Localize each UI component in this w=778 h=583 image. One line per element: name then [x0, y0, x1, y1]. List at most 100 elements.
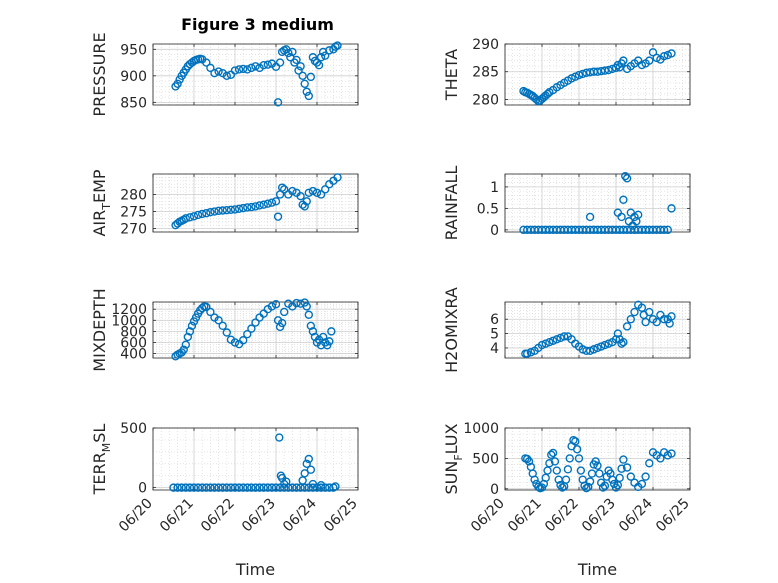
data-point [621, 171, 630, 181]
data-point [206, 208, 215, 217]
data-point [308, 479, 318, 489]
data-point [600, 481, 610, 490]
subplot-7: 0 500 1000SUNFLUX06/2006/2106/2206/2306/24… [442, 421, 693, 579]
data-point [659, 52, 669, 61]
data-point [316, 190, 326, 199]
data-points [521, 300, 676, 358]
data-point [321, 185, 330, 194]
data-point [645, 307, 654, 317]
data-point [210, 483, 219, 492]
data-point [667, 312, 676, 321]
y-tick-label: 1200 [111, 302, 147, 318]
y-axis-label: RAINFALL [442, 166, 461, 241]
data-point [622, 174, 632, 183]
y-tick-label: 400 [120, 347, 147, 363]
data-point [333, 173, 342, 182]
subplot-0: 850 900 950 PRESSURE Figure 3 medium [90, 15, 359, 117]
data-point [585, 346, 595, 356]
data-point [230, 66, 240, 75]
data-point [524, 457, 534, 466]
y-axis-label: TERRMSL [90, 424, 113, 496]
data-point [183, 332, 193, 342]
data-point [550, 457, 560, 466]
data-point [302, 87, 311, 96]
data-point [611, 335, 621, 344]
data-point [615, 473, 624, 483]
data-point [173, 79, 182, 88]
x-tick-label: 06/25 [653, 496, 693, 536]
data-point [595, 469, 604, 478]
data-point [316, 53, 326, 62]
x-tick-label: 06/21 [157, 496, 197, 536]
data-point [292, 298, 301, 308]
data-point [545, 338, 554, 347]
data-point [197, 303, 207, 313]
data-point [288, 186, 297, 196]
y-tick-label: 0 [138, 481, 147, 497]
data-point [547, 450, 556, 459]
data-point [545, 459, 554, 468]
data-point [523, 454, 532, 464]
data-point [652, 317, 661, 327]
data-point [202, 302, 211, 312]
data-point [206, 307, 215, 317]
data-point [574, 454, 584, 463]
data-point [619, 338, 628, 347]
data-point [275, 58, 285, 67]
data-point [185, 327, 195, 336]
data-point [210, 68, 219, 78]
y-tick-label: 850 [120, 95, 147, 111]
data-point [185, 483, 195, 492]
axes-box [504, 301, 691, 359]
data-point [585, 477, 595, 486]
axes-background [153, 428, 358, 490]
data-point [576, 466, 586, 475]
data-points [169, 433, 340, 492]
data-point [619, 455, 628, 464]
data-point [214, 316, 223, 325]
data-point [280, 479, 289, 489]
data-point [598, 483, 608, 492]
y-tick-label: 1000 [463, 421, 499, 437]
data-point [558, 483, 567, 492]
data-point [667, 49, 676, 58]
data-point [645, 459, 654, 468]
data-point [608, 64, 617, 74]
y-tick-label: 500 [120, 421, 147, 437]
data-point [571, 437, 580, 446]
data-point [306, 321, 316, 331]
y-tick-label: 950 [120, 42, 147, 58]
data-point [613, 329, 623, 338]
data-point [222, 205, 232, 215]
data-point [626, 472, 635, 481]
y-tick-label: 600 [120, 335, 147, 351]
y-tick-label: 280 [472, 92, 499, 108]
data-point [302, 302, 311, 311]
subplot-5: 456 H2OMIXRA [442, 287, 691, 373]
y-axis-label: THETA [442, 49, 461, 101]
data-point [300, 79, 309, 88]
data-point [277, 318, 287, 328]
data-point [580, 481, 589, 490]
axes-box [504, 427, 691, 491]
data-point [659, 315, 669, 324]
data-point [537, 340, 547, 350]
data-point [308, 186, 318, 196]
data-point [526, 348, 536, 357]
data-point [222, 328, 232, 337]
data-point [604, 65, 613, 75]
data-point [181, 483, 191, 492]
data-point [532, 95, 541, 104]
data-point [259, 200, 268, 209]
data-point [600, 66, 610, 75]
data-point [255, 201, 264, 210]
x-tick-label: 06/23 [579, 496, 619, 536]
data-point [604, 339, 613, 348]
data-point [659, 225, 669, 235]
data-point [325, 46, 334, 55]
x-tick-label: 06/22 [542, 496, 582, 536]
data-point [304, 310, 313, 319]
data-point [563, 465, 573, 474]
data-point [193, 483, 203, 492]
data-point [238, 64, 248, 74]
